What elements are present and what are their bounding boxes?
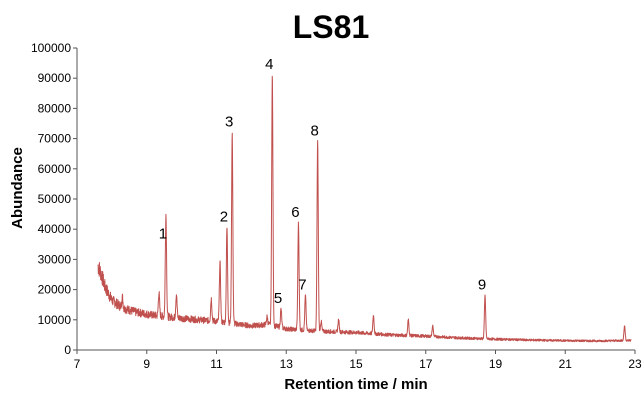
- x-tick-label: 7: [74, 357, 81, 371]
- peak-label-9: 9: [478, 277, 486, 294]
- x-tick-label: 23: [628, 357, 642, 371]
- chromatogram-trace: [97, 75, 632, 343]
- y-axis-ticks: 0 10000 20000 30000 40000 50000 60000 70000 8000…: [31, 41, 77, 357]
- x-tick-label: 19: [489, 357, 503, 371]
- peak-label-3: 3: [225, 114, 233, 131]
- peak-label-2: 2: [220, 209, 228, 226]
- y-tick-label: 100000: [31, 41, 71, 55]
- x-tick-label: 9: [143, 357, 150, 371]
- y-tick-label: 50000: [38, 192, 72, 206]
- x-tick-label: 21: [559, 357, 573, 371]
- peak-label-7: 7: [298, 277, 306, 294]
- y-tick-label: 90000: [38, 71, 72, 85]
- y-tick-label: 60000: [38, 162, 72, 176]
- x-tick-label: 11: [210, 357, 223, 371]
- y-axis-title: Abundance: [9, 147, 26, 229]
- peak-label-6: 6: [291, 204, 299, 221]
- peak-label-4: 4: [265, 56, 273, 73]
- y-tick-label: 20000: [38, 283, 72, 297]
- x-axis-ticks: 7 9 11 13 15 17 19 21 23: [74, 350, 642, 371]
- peak-label-8: 8: [310, 123, 318, 140]
- y-tick-label: 30000: [38, 252, 72, 266]
- x-axis-title: Retention time / min: [284, 376, 427, 393]
- y-tick-label: 10000: [38, 313, 72, 327]
- peak-label-1: 1: [159, 225, 167, 242]
- y-tick-label: 80000: [38, 101, 72, 115]
- y-tick-label: 40000: [38, 222, 72, 236]
- y-tick-label: 0: [64, 343, 71, 357]
- chart-title: LS81: [293, 9, 369, 45]
- peak-label-5: 5: [274, 290, 282, 307]
- x-tick-label: 13: [280, 357, 294, 371]
- x-tick-label: 17: [419, 357, 433, 371]
- y-tick-label: 70000: [38, 132, 72, 146]
- x-tick-label: 15: [349, 357, 363, 371]
- peak-labels: 1 2 3 4 5 6 7 8 9: [159, 56, 486, 307]
